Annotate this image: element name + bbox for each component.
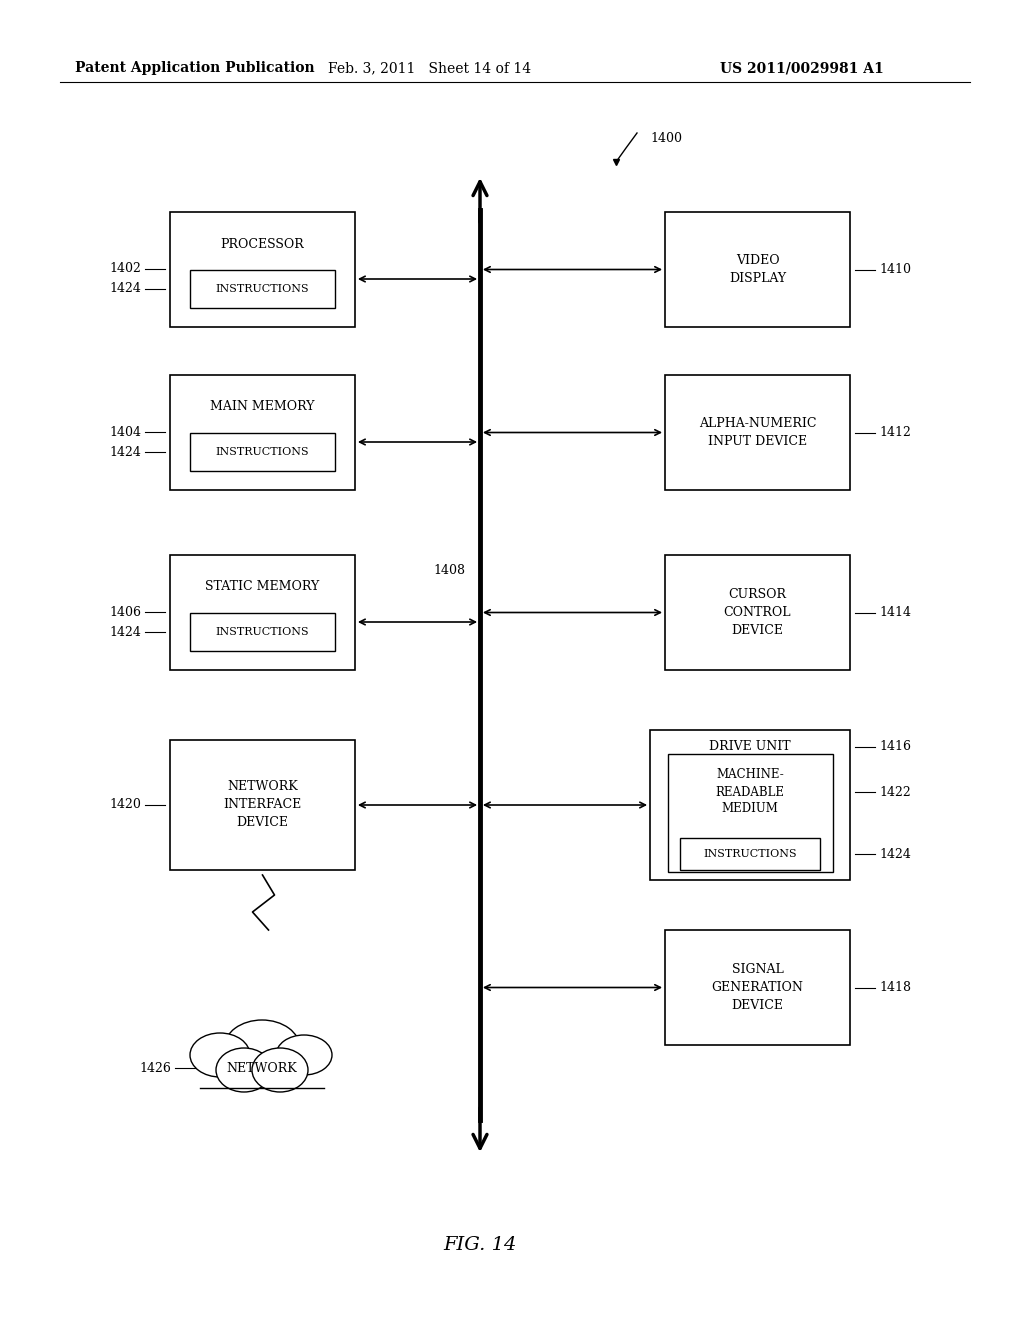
Ellipse shape [276,1035,332,1074]
Text: STATIC MEMORY: STATIC MEMORY [206,581,319,594]
Text: 1424: 1424 [110,626,141,639]
Text: 1402: 1402 [110,263,141,276]
Text: 1424: 1424 [110,446,141,458]
Text: 1420: 1420 [110,799,141,812]
Text: Patent Application Publication: Patent Application Publication [75,61,314,75]
Text: 1418: 1418 [879,981,911,994]
Bar [665,213,850,327]
Text: DRIVE UNIT: DRIVE UNIT [710,741,791,754]
Text: PROCESSOR: PROCESSOR [220,238,304,251]
Text: 1404: 1404 [109,425,141,438]
Bar [190,433,335,471]
Text: 1412: 1412 [879,426,911,440]
Text: INSTRUCTIONS: INSTRUCTIONS [216,447,309,457]
Text: INSTRUCTIONS: INSTRUCTIONS [703,849,797,859]
Bar [187,1078,337,1107]
Text: Feb. 3, 2011   Sheet 14 of 14: Feb. 3, 2011 Sheet 14 of 14 [329,61,531,75]
Bar [665,375,850,490]
Text: MACHINE-
READABLE
MEDIUM: MACHINE- READABLE MEDIUM [716,768,784,816]
Bar [170,741,355,870]
Text: 1424: 1424 [110,282,141,296]
Text: 1424: 1424 [879,847,911,861]
Bar [665,931,850,1045]
Bar [170,213,355,327]
Text: 1414: 1414 [879,606,911,619]
Ellipse shape [190,1034,250,1077]
Text: CURSOR
CONTROL
DEVICE: CURSOR CONTROL DEVICE [724,587,792,638]
Text: 1406: 1406 [109,606,141,619]
Text: 1416: 1416 [879,741,911,754]
Text: US 2011/0029981 A1: US 2011/0029981 A1 [720,61,884,75]
Bar [190,271,335,308]
Text: INSTRUCTIONS: INSTRUCTIONS [216,284,309,294]
Ellipse shape [224,1020,300,1076]
Text: 1410: 1410 [879,263,911,276]
Text: SIGNAL
GENERATION
DEVICE: SIGNAL GENERATION DEVICE [712,964,804,1012]
Text: 1426: 1426 [139,1061,171,1074]
Bar [665,554,850,671]
Bar [650,730,850,880]
Text: INSTRUCTIONS: INSTRUCTIONS [216,627,309,638]
Bar [170,375,355,490]
Ellipse shape [216,1048,272,1092]
Text: 1400: 1400 [650,132,682,144]
Text: ALPHA-NUMERIC
INPUT DEVICE: ALPHA-NUMERIC INPUT DEVICE [698,417,816,447]
Text: VIDEO
DISPLAY: VIDEO DISPLAY [729,253,786,285]
Text: 1408: 1408 [433,564,465,577]
Bar [668,754,833,873]
Ellipse shape [252,1048,308,1092]
Bar [680,838,820,870]
Text: FIG. 14: FIG. 14 [443,1236,517,1254]
Bar [170,554,355,671]
Text: 1422: 1422 [879,785,910,799]
Text: MAIN MEMORY: MAIN MEMORY [210,400,314,413]
Text: NETWORK
INTERFACE
DEVICE: NETWORK INTERFACE DEVICE [223,780,302,829]
Bar [190,612,335,651]
Text: NETWORK: NETWORK [226,1061,297,1074]
